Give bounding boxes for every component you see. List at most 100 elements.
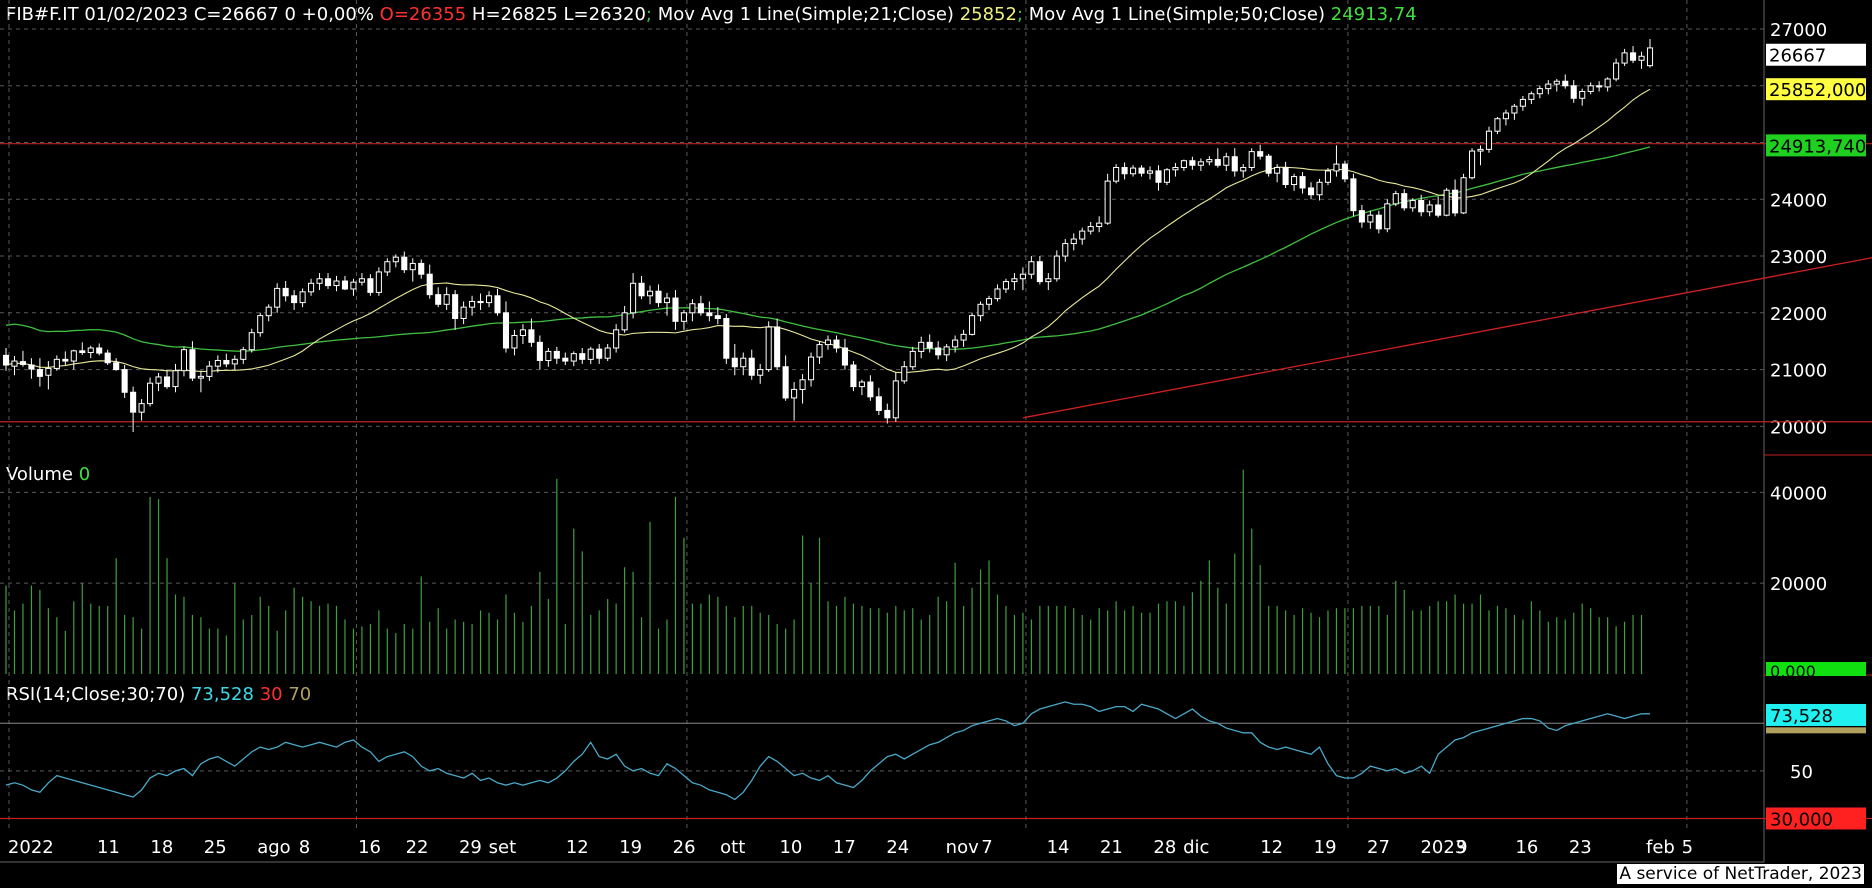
candle — [1604, 77, 1611, 92]
candle — [1630, 46, 1637, 64]
candle-body-up — [587, 348, 594, 360]
x-tick-label: 12 — [566, 837, 589, 858]
candle-body-up — [53, 358, 60, 369]
x-tick-label: 29 — [459, 837, 482, 858]
candle — [1265, 153, 1272, 177]
candle — [87, 345, 94, 359]
candle — [1240, 164, 1247, 178]
candle — [604, 344, 611, 362]
candle — [774, 318, 781, 370]
candle — [1638, 51, 1645, 69]
candle-body-up — [358, 278, 365, 283]
candle — [28, 358, 35, 379]
candle-body-up — [765, 326, 772, 371]
candle-body-up — [1104, 180, 1111, 224]
candle — [240, 346, 247, 364]
candle-body-down — [655, 290, 662, 304]
candle — [969, 312, 976, 336]
candle-body-up — [206, 365, 213, 377]
candle — [536, 335, 543, 370]
candle — [214, 355, 221, 373]
candle — [1384, 199, 1391, 233]
candle — [1002, 278, 1010, 293]
candle-body-down — [1596, 85, 1603, 88]
candle — [477, 293, 484, 310]
candle — [858, 379, 865, 396]
candle-body-down — [1307, 187, 1315, 196]
candle — [206, 361, 213, 381]
rsi-70-badge — [1766, 727, 1866, 734]
x-tick-label: 16 — [1515, 837, 1538, 858]
candle — [528, 318, 535, 347]
candle-body-up — [469, 300, 476, 308]
ma21-label: Mov Avg 1 Line(Simple;21;Close) — [657, 4, 954, 25]
candle — [1553, 78, 1560, 92]
rsi-tick-label: 50 — [1790, 762, 1813, 783]
candle — [935, 341, 942, 360]
candle-body-up — [1502, 112, 1509, 120]
candle — [1646, 38, 1654, 68]
candle-body-down — [875, 396, 882, 411]
ma21-value: 25852 — [959, 4, 1017, 25]
candle — [1468, 148, 1476, 180]
candle — [452, 290, 459, 330]
last-price-badge: 26667 — [1769, 46, 1826, 67]
candle — [409, 258, 416, 282]
candle-body-up — [1604, 78, 1611, 88]
candle — [553, 346, 560, 364]
candle — [104, 349, 111, 366]
candle — [1197, 158, 1204, 171]
candle-body-up — [1002, 281, 1010, 290]
high-value: H=26825 — [471, 4, 558, 25]
candle — [1502, 109, 1509, 126]
candle-body-down — [1341, 163, 1348, 180]
candle — [748, 349, 755, 380]
x-tick-label: ago — [257, 837, 290, 858]
candle-body-down — [1231, 156, 1238, 172]
candle-body-up — [1180, 160, 1187, 169]
candle-body-down — [1299, 176, 1306, 189]
candle — [1062, 239, 1069, 262]
candle — [824, 335, 832, 350]
candle — [816, 341, 823, 364]
candle — [1579, 88, 1586, 106]
candle — [163, 369, 171, 389]
candle-body-up — [545, 350, 552, 361]
x-tick-label: 27 — [1367, 837, 1390, 858]
candle — [833, 335, 840, 353]
candle-body-up — [485, 295, 493, 304]
candle-body-up — [740, 357, 747, 368]
candle-body-up — [1248, 151, 1255, 169]
candle-body-down — [341, 280, 349, 290]
candle — [308, 278, 315, 296]
candle-body-up — [45, 367, 52, 376]
candle-body-down — [1121, 167, 1128, 175]
candle — [994, 284, 1001, 302]
candle-body-up — [1206, 159, 1213, 163]
candle — [740, 352, 747, 376]
candle-body-down — [562, 357, 569, 362]
candle — [1307, 182, 1315, 200]
candle-body-up — [1130, 167, 1137, 175]
candle — [333, 275, 340, 292]
candle — [697, 295, 704, 316]
candle-body-up — [901, 366, 908, 382]
candle — [121, 365, 128, 398]
candle-body-up — [1113, 167, 1120, 182]
candle-body-up — [333, 280, 340, 287]
rsi-label: RSI(14;Close;30;70) — [6, 684, 186, 705]
candle-body-up — [87, 347, 94, 354]
candle — [621, 306, 628, 333]
candle-body-up — [1638, 55, 1645, 61]
candle-body-down — [1155, 170, 1162, 183]
candle — [1613, 58, 1620, 82]
candle-body-up — [952, 339, 959, 348]
candle — [45, 361, 52, 390]
candle-body-up — [824, 339, 832, 346]
candle-body-up — [1079, 230, 1086, 240]
candle — [223, 353, 230, 368]
candle — [1536, 85, 1543, 99]
x-tick-label: nov — [946, 837, 979, 858]
candle — [570, 351, 577, 367]
